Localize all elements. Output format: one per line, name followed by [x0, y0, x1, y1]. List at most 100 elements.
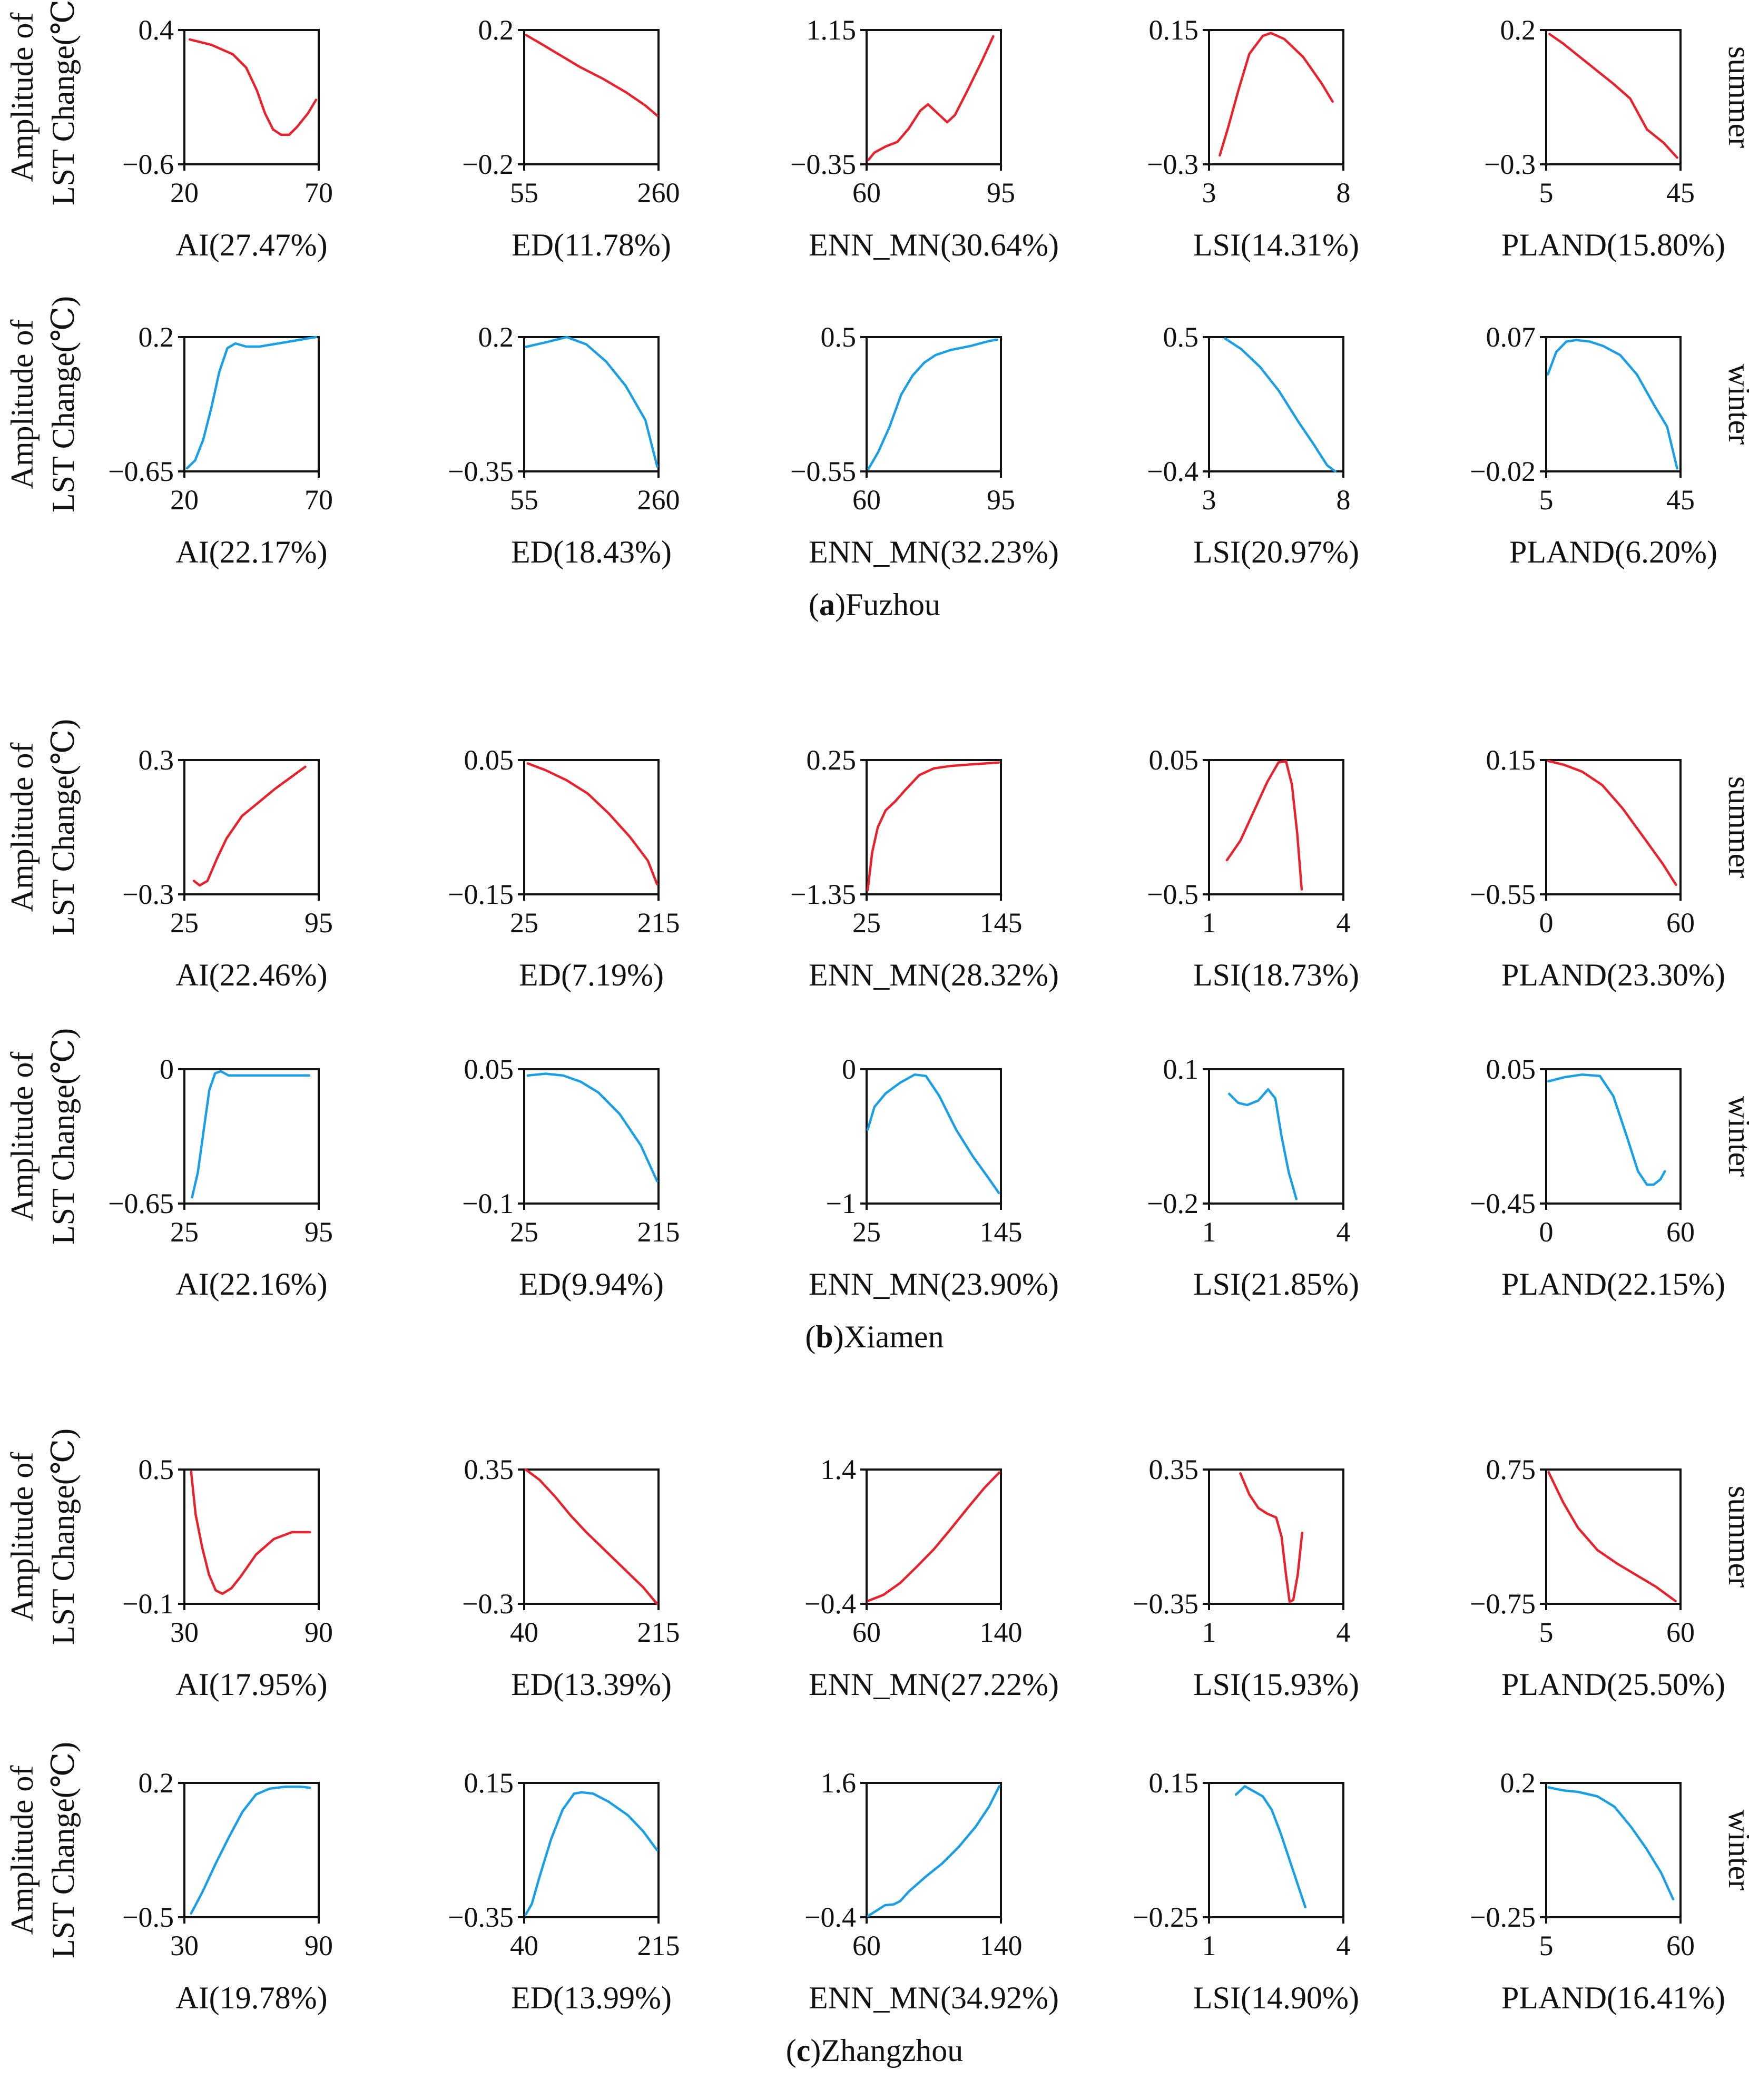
series-line-summer — [1239, 1472, 1304, 1603]
y-tick-label: 0.05 — [1149, 744, 1199, 776]
plot-frame — [183, 1782, 320, 1918]
series-line-winter — [1547, 1786, 1675, 1901]
series-line-winter — [525, 336, 659, 468]
panel-pland-winter: 0.05 −0.450 60 PLAND(22.15%) — [1470, 1053, 1725, 1302]
x-tick-label: 8 — [1337, 484, 1351, 516]
y-tick-label: 0.05 — [1486, 1053, 1536, 1085]
y-axis-label: Amplitude of LST Change(℃) — [5, 296, 81, 512]
y-tick-label: 0.15 — [1149, 14, 1199, 46]
x-tick-label: 30 — [170, 1616, 199, 1648]
x-tick-label: 4 — [1337, 1216, 1351, 1248]
plot-frame — [183, 336, 320, 472]
x-tick-label: 60 — [1666, 1930, 1695, 1961]
x-tick-label: 40 — [510, 1616, 538, 1648]
x-axis-label: ED(11.78%) — [512, 228, 671, 262]
x-tick-label: 8 — [1337, 177, 1351, 209]
x-tick-label: 90 — [304, 1930, 333, 1961]
y-tick-label: 0.25 — [807, 744, 857, 776]
panel-pland-summer: 0.15 −0.550 60 PLAND(23.30%) — [1470, 744, 1725, 992]
plot-frame — [1208, 1068, 1344, 1205]
x-tick-label: 1 — [1202, 1216, 1216, 1248]
series-line-summer — [525, 34, 659, 117]
x-axis-label: PLAND(25.50%) — [1501, 1667, 1725, 1702]
plot-frame — [1208, 759, 1344, 895]
season-label-summer: summer — [1722, 1486, 1749, 1588]
panel-ed-summer: 0.2 −0.255 260 ED(11.78%) — [462, 14, 680, 262]
series-line-winter — [866, 1073, 1000, 1194]
y-tick-label: −0.55 — [1470, 879, 1536, 910]
y-tick-label: −0.45 — [1470, 1188, 1536, 1219]
x-axis-label: PLAND(23.30%) — [1501, 958, 1725, 992]
series-line-winter — [190, 1786, 311, 1915]
y-tick-label: 0 — [160, 1053, 174, 1085]
plot-frame — [866, 759, 1002, 895]
x-tick-label: 55 — [510, 484, 538, 516]
y-tick-label: 0.75 — [1486, 1454, 1536, 1485]
y-tick-label: −0.1 — [122, 1588, 174, 1620]
y-tick-label: 0.35 — [1149, 1454, 1199, 1485]
y-tick-label: −1.35 — [790, 879, 856, 910]
y-tick-label: −0.65 — [108, 456, 174, 487]
x-tick-label: 25 — [852, 1216, 881, 1248]
y-tick-label: −0.6 — [122, 149, 174, 180]
plot-frame — [866, 336, 1002, 472]
panel-enn_mn-winter: 0 −125 145 ENN_MN(23.90%) — [809, 1053, 1059, 1302]
x-axis-label: AI(27.47%) — [175, 228, 327, 262]
y-tick-label: 0.2 — [1500, 1767, 1536, 1799]
series-line-winter — [867, 338, 998, 470]
x-tick-label: 20 — [170, 484, 199, 516]
season-label-summer: summer — [1722, 46, 1749, 148]
y-tick-label: −0.35 — [448, 1901, 514, 1933]
x-tick-label: 70 — [304, 484, 333, 516]
y-tick-label: 0.2 — [478, 321, 514, 353]
y-tick-label: 0.15 — [1486, 744, 1536, 776]
series-line-summer — [188, 38, 318, 136]
panel-pland-winter: 0.2 −0.255 60 PLAND(16.41%) — [1470, 1767, 1725, 2015]
x-axis-label: LSI(14.31%) — [1193, 228, 1359, 262]
x-tick-label: 60 — [1666, 1216, 1695, 1248]
x-tick-label: 215 — [637, 1616, 680, 1648]
plot-frame — [1208, 1468, 1344, 1605]
plot-layer: Amplitude of LST Change(℃) summer 0.4 −0.6 20… — [5, 0, 1749, 2068]
plot-frame — [1545, 29, 1682, 165]
y-tick-label: −0.3 — [122, 879, 174, 910]
y-tick-label: 0.2 — [1500, 14, 1536, 46]
x-axis-label: AI(17.95%) — [175, 1667, 327, 1702]
x-axis-label: ENN_MN(32.23%) — [809, 535, 1059, 569]
y-axis-label: Amplitude of LST Change(℃) — [5, 0, 81, 205]
series-line-winter — [1234, 1785, 1307, 1909]
y-tick-label: 0.2 — [478, 14, 514, 46]
x-tick-label: 3 — [1202, 484, 1216, 516]
plot-frame — [183, 1068, 320, 1205]
series-line-winter — [191, 1070, 311, 1199]
season-label-winter: winter — [1722, 1096, 1749, 1177]
panel-lsi-winter: 0.1 −0.21 4 LSI(21.85%) — [1147, 1053, 1359, 1302]
x-tick-label: 5 — [1539, 1616, 1554, 1648]
y-tick-label: 0 — [842, 1053, 856, 1085]
series-line-summer — [1547, 1471, 1677, 1603]
y-tick-label: 0.4 — [139, 14, 174, 46]
panel-pland-winter: 0.07 −0.025 45 PLAND(6.20%) — [1470, 321, 1717, 569]
panel-enn_mn-summer: 1.4 −0.460 140 ENN_MN(27.22%) — [804, 1454, 1059, 1702]
y-tick-label: −0.15 — [448, 879, 514, 910]
plot-frame — [183, 1468, 320, 1605]
y-tick-label: 0.1 — [1163, 1053, 1199, 1085]
x-tick-label: 45 — [1666, 484, 1695, 516]
x-tick-label: 25 — [852, 907, 881, 939]
x-axis-label: AI(19.78%) — [175, 1980, 327, 2015]
y-tick-label: 0.2 — [139, 321, 174, 353]
x-tick-label: 1 — [1202, 1616, 1216, 1648]
panel-ed-summer: 0.35 −0.340 215 ED(13.39%) — [462, 1454, 680, 1702]
plot-frame — [1545, 759, 1682, 895]
plot-frame — [866, 29, 1002, 165]
x-tick-label: 60 — [852, 484, 881, 516]
x-tick-label: 40 — [510, 1930, 538, 1961]
series-line-winter — [867, 1785, 1001, 1917]
y-tick-label: −0.35 — [448, 456, 514, 487]
x-tick-label: 55 — [510, 177, 538, 209]
x-tick-label: 260 — [637, 177, 680, 209]
plot-frame — [866, 1468, 1002, 1605]
y-tick-label: −1 — [826, 1188, 856, 1219]
